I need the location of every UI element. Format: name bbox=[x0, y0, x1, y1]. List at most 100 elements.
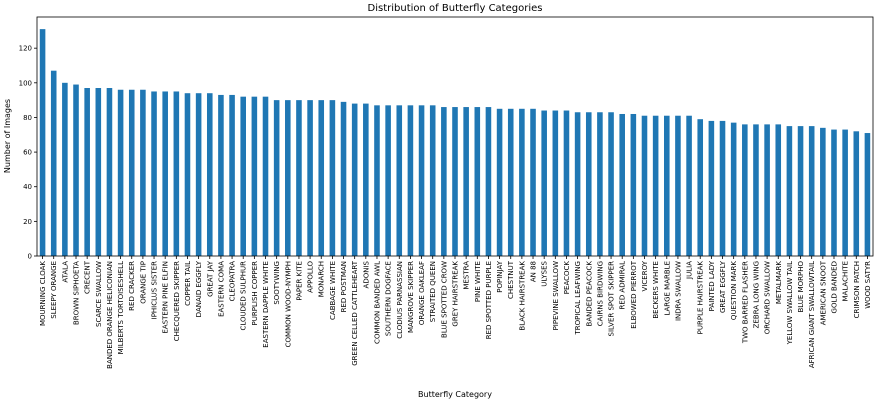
bar bbox=[753, 124, 759, 257]
x-tick-label: PIPEVINE SWALLOW bbox=[552, 261, 560, 330]
x-tick-label: SILVER SPOT SKIPPER bbox=[608, 261, 616, 337]
bar bbox=[218, 94, 224, 256]
x-tick-label: BLUE MORPHO bbox=[797, 261, 805, 313]
bar bbox=[742, 124, 748, 257]
bar bbox=[496, 108, 503, 256]
bar bbox=[474, 107, 481, 256]
bar bbox=[285, 100, 291, 256]
bar bbox=[485, 107, 492, 256]
x-tick-label: GOLD BANDED bbox=[830, 261, 838, 313]
x-tick-label: EASTERN PINE ELFIN bbox=[162, 261, 170, 334]
bar bbox=[39, 29, 46, 257]
x-tick-label: ZEBRA LONG WING bbox=[752, 261, 760, 328]
x-tick-label: EASTERN DAPPLE WHITE bbox=[262, 261, 270, 348]
bar bbox=[329, 100, 336, 256]
x-tick-label: STRAITED QUEEN bbox=[429, 261, 437, 322]
bar bbox=[151, 91, 157, 257]
x-tick-label: AMERICAN SNOOT bbox=[819, 260, 827, 325]
x-tick-label: PAINTED LADY bbox=[708, 260, 716, 311]
x-tick-label: ORANGE TIP bbox=[139, 261, 147, 304]
y-axis-label: Number of Images bbox=[3, 99, 12, 173]
x-tick-label: TROPICAL LEAFWING bbox=[574, 261, 582, 336]
bar bbox=[597, 112, 603, 256]
x-tick-label: ORANGE OAKLEAF bbox=[418, 261, 426, 325]
bar bbox=[519, 108, 525, 256]
y-tick-label: 40 bbox=[23, 183, 32, 191]
x-tick-label: GREEN CELLED CATTLEHEART bbox=[351, 260, 359, 365]
x-tick-label: LARGE MARBLE bbox=[663, 261, 671, 316]
x-tick-label: TWO BARRED FLASHER bbox=[741, 261, 749, 344]
bar bbox=[307, 100, 313, 256]
bar bbox=[251, 96, 258, 257]
x-tick-label: MANGROVE SKIPPER bbox=[407, 261, 415, 333]
x-tick-label: JULIA bbox=[686, 261, 694, 280]
bar bbox=[117, 89, 124, 256]
bar bbox=[229, 94, 235, 256]
bar bbox=[764, 124, 770, 257]
x-tick-label: ELBOWED PIERROT bbox=[630, 260, 638, 328]
x-tick-label: POPINJAY bbox=[496, 260, 504, 292]
bar bbox=[95, 88, 102, 256]
bar bbox=[652, 115, 659, 256]
x-tick-label: ATALA bbox=[61, 261, 69, 283]
x-tick-label: SCARCE SWALLOW bbox=[95, 261, 103, 327]
y-tick-label: 0 bbox=[28, 253, 32, 261]
bar bbox=[697, 119, 704, 257]
bar bbox=[385, 105, 391, 257]
x-axis-label: Butterfly Category bbox=[418, 390, 492, 399]
bar bbox=[240, 96, 246, 257]
y-tick-label: 120 bbox=[19, 45, 32, 53]
bar bbox=[452, 107, 458, 256]
x-tick-label: GREY HAIRSTREAK bbox=[452, 261, 460, 327]
bar bbox=[686, 115, 692, 256]
x-tick-label: CRECENT bbox=[84, 260, 92, 294]
x-tick-label: MONARCH bbox=[318, 261, 326, 297]
x-tick-label: WOOD SATYR bbox=[864, 261, 872, 309]
x-tick-label: YELLOW SWALLOW TAIL bbox=[786, 261, 794, 345]
bar bbox=[630, 113, 637, 256]
x-tick-label: AN 88 bbox=[530, 261, 538, 282]
x-tick-label: BROWN SIPHOETA bbox=[73, 261, 81, 325]
x-tick-label: ORCHARD SWALLOW bbox=[764, 261, 772, 334]
bar bbox=[73, 84, 79, 256]
x-tick-label: SOUTHERN DOGFACE bbox=[385, 261, 393, 336]
x-tick-label: COMMON WOOD-NYMPH bbox=[284, 261, 292, 347]
x-tick-label: VICEROY bbox=[641, 260, 649, 291]
x-tick-label: RED SPOTTED PURPLE bbox=[485, 261, 493, 339]
bar bbox=[351, 103, 358, 256]
bar bbox=[641, 115, 648, 256]
bar bbox=[730, 122, 737, 256]
bar bbox=[128, 89, 135, 256]
x-tick-label: COMMON BANDED AWL bbox=[373, 261, 381, 344]
x-tick-label: MALACHITE bbox=[842, 261, 850, 301]
x-tick-label: BANDED ORANGE HELICONIAN bbox=[106, 261, 114, 369]
x-tick-label: INDRA SWALLOW bbox=[674, 261, 682, 321]
x-tick-label: RED ADMIRAL bbox=[619, 261, 627, 310]
bar bbox=[363, 103, 369, 256]
bar bbox=[808, 126, 815, 256]
bar bbox=[184, 93, 191, 256]
bar bbox=[195, 93, 202, 256]
bar bbox=[619, 113, 625, 256]
x-tick-label: COPPER TAIL bbox=[184, 261, 192, 306]
bar bbox=[842, 129, 848, 256]
x-tick-label: AFRICAN GIANT SWALLOWTAIL bbox=[808, 261, 816, 368]
bar bbox=[541, 110, 547, 257]
x-tick-label: RED POSTMAN bbox=[340, 261, 348, 312]
bar bbox=[429, 105, 436, 257]
bar bbox=[106, 88, 113, 256]
x-tick-label: BLUE SPOTTED CROW bbox=[440, 261, 448, 338]
x-tick-label: METALMARK bbox=[775, 261, 783, 305]
bar bbox=[206, 93, 213, 256]
y-tick-label: 100 bbox=[19, 79, 32, 87]
bar bbox=[775, 124, 782, 257]
x-tick-label: APPOLLO bbox=[307, 261, 315, 293]
x-tick-label: QUESTION MARK bbox=[730, 261, 738, 321]
bar bbox=[797, 126, 804, 256]
bar bbox=[585, 112, 592, 256]
bar bbox=[62, 82, 68, 257]
bar bbox=[162, 91, 168, 257]
bar bbox=[396, 105, 403, 257]
x-tick-label: CAIRNS BIRDWING bbox=[596, 261, 604, 326]
